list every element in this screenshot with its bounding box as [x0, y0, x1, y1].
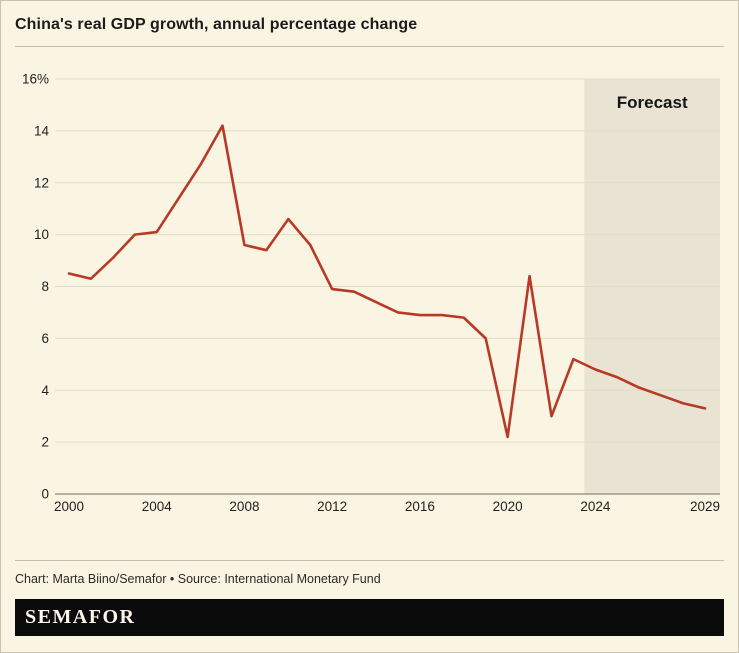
plot-area: 0 2 4 6 8 10 12 14 16% 2000 2004 2008 2012 2016 2020 20…	[15, 47, 724, 515]
x-tick-label: 2004	[142, 499, 173, 514]
credit-line: Chart: Marta Biino/Semafor • Source: Int…	[15, 572, 381, 586]
y-tick-label: 6	[41, 331, 49, 346]
y-tick-label: 0	[41, 487, 49, 502]
y-tick-label: 14	[34, 123, 50, 138]
y-tick-label: 2	[41, 435, 49, 450]
footer-divider	[15, 560, 724, 561]
y-tick-label: 16%	[22, 72, 49, 87]
chart-title: China's real GDP growth, annual percenta…	[15, 16, 418, 33]
y-tick-label: 8	[41, 279, 49, 294]
x-tick-label: 2016	[405, 499, 435, 514]
title-divider	[15, 46, 724, 47]
x-tick-label: 2024	[580, 499, 611, 514]
x-tick-label: 2012	[317, 499, 347, 514]
y-tick-label: 10	[34, 227, 49, 242]
x-tick-label: 2008	[229, 499, 259, 514]
y-tick-label: 12	[34, 175, 49, 190]
x-tick-label: 2029	[690, 499, 720, 514]
semafor-logo: SEMAFOR	[25, 606, 136, 628]
gdp-line	[67, 124, 707, 439]
y-tick-label: 4	[41, 383, 49, 398]
x-tick-label: 2000	[54, 499, 84, 514]
gdp-line-chart: 0 2 4 6 8 10 12 14 16% 2000 2004 2008 2012 2016 2020 20…	[22, 72, 720, 515]
brand-bar: SEMAFOR	[15, 599, 724, 636]
x-tick-label: 2020	[493, 499, 523, 514]
forecast-label: Forecast	[617, 93, 688, 112]
